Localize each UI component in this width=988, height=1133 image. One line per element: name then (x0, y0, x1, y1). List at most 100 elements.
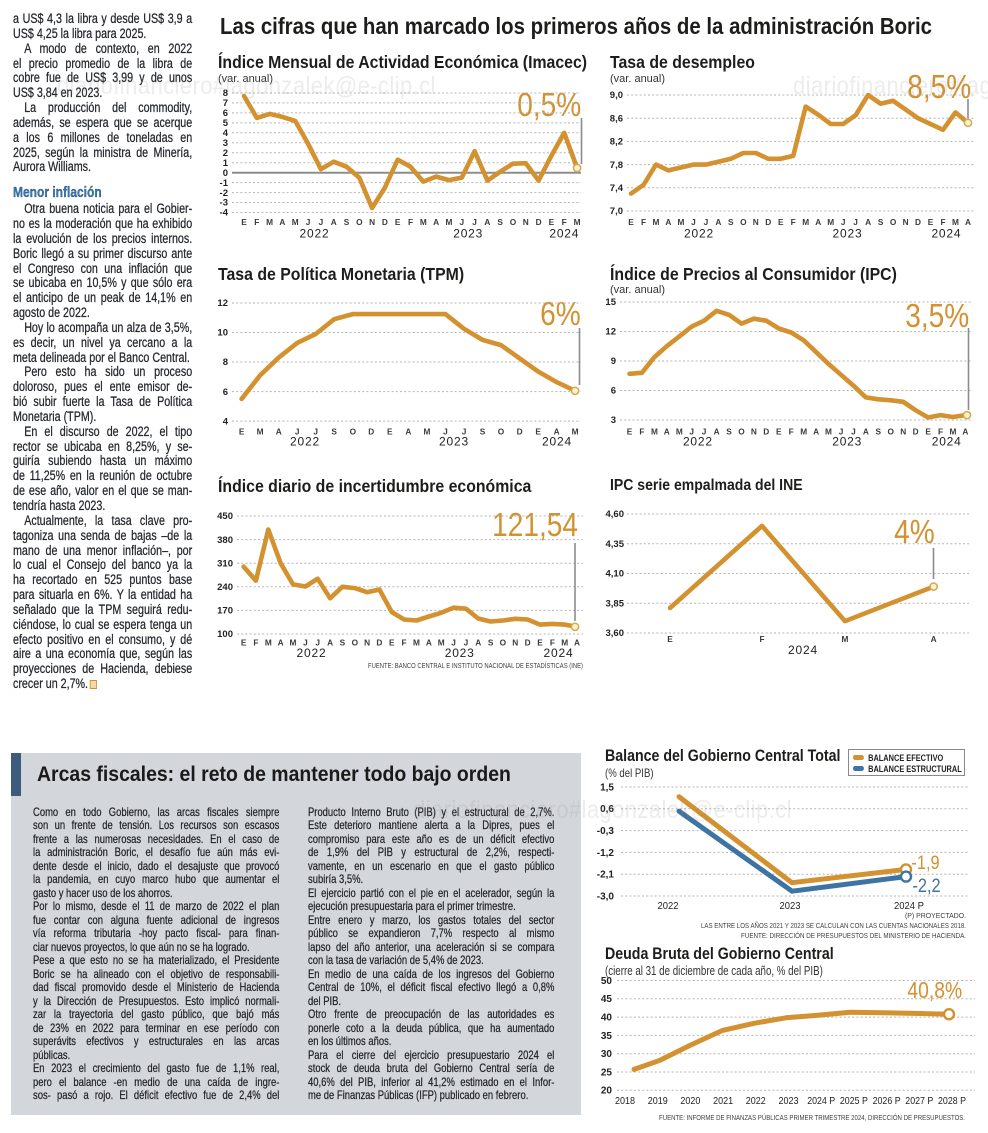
svg-text:-0,3: -0,3 (597, 826, 615, 837)
svg-text:8,6: 8,6 (610, 113, 623, 124)
svg-text:E: E (389, 638, 395, 648)
svg-text:A: A (433, 217, 439, 227)
svg-text:-3: -3 (220, 198, 228, 209)
svg-text:D: D (913, 427, 919, 437)
svg-text:S: S (480, 427, 486, 437)
svg-text:2023: 2023 (445, 646, 475, 660)
svg-text:8: 8 (223, 357, 228, 368)
svg-text:M: M (574, 217, 581, 227)
svg-text:E: E (778, 217, 784, 227)
svg-text:S: S (728, 217, 734, 227)
svg-text:D: D (368, 427, 374, 437)
svg-text:5: 5 (223, 118, 229, 129)
svg-text:O: O (352, 638, 359, 648)
svg-text:45: 45 (601, 994, 613, 1005)
svg-text:6: 6 (223, 387, 228, 398)
svg-text:3: 3 (223, 138, 228, 149)
svg-text:D: D (915, 217, 921, 227)
svg-text:FUENTE: DIRECCIÓN DE PRESUPUES: FUENTE: DIRECCIÓN DE PRESUPUESTOS DEL MI… (741, 931, 966, 940)
svg-text:A: A (484, 217, 490, 227)
svg-text:J: J (851, 427, 856, 437)
svg-text:M: M (949, 427, 956, 437)
svg-text:2024 P: 2024 P (894, 900, 924, 912)
svg-text:F: F (940, 217, 945, 227)
svg-text:450: 450 (217, 511, 233, 522)
svg-text:D: D (765, 217, 771, 227)
svg-text:J: J (313, 427, 318, 437)
svg-text:4,35: 4,35 (606, 539, 625, 550)
svg-text:2022: 2022 (684, 227, 714, 241)
svg-text:2024: 2024 (542, 435, 572, 449)
svg-text:2023: 2023 (780, 900, 801, 912)
svg-text:F: F (408, 217, 413, 227)
svg-text:E: E (928, 217, 934, 227)
svg-text:A: A (554, 427, 560, 437)
svg-text:A: A (327, 638, 333, 648)
svg-text:9: 9 (611, 356, 616, 367)
svg-text:2023: 2023 (779, 1095, 799, 1107)
svg-text:D: D (525, 638, 531, 648)
svg-text:M: M (292, 217, 299, 227)
svg-text:0,6: 0,6 (600, 804, 614, 815)
svg-text:M: M (265, 638, 272, 648)
svg-text:F: F (641, 217, 646, 227)
svg-text:F: F (562, 217, 567, 227)
svg-text:240: 240 (217, 582, 233, 593)
svg-text:F: F (938, 427, 943, 437)
svg-text:F: F (791, 217, 796, 227)
svg-text:1,5: 1,5 (600, 782, 614, 793)
svg-text:S: S (488, 638, 494, 648)
svg-text:O: O (890, 217, 897, 227)
svg-text:E: E (628, 217, 634, 227)
svg-text:J: J (306, 217, 311, 227)
svg-text:E: E (395, 217, 401, 227)
svg-text:25: 25 (601, 1067, 613, 1078)
svg-text:M: M (800, 427, 807, 437)
svg-text:J: J (451, 638, 456, 648)
svg-text:2023: 2023 (453, 227, 483, 241)
svg-text:M: M (952, 217, 959, 227)
svg-text:D: D (376, 638, 382, 648)
svg-text:A: A (962, 427, 968, 437)
svg-text:-1: -1 (220, 178, 229, 189)
svg-text:A: A (965, 217, 971, 227)
svg-text:N: N (369, 217, 375, 227)
svg-text:S: S (878, 217, 884, 227)
svg-text:6: 6 (611, 386, 616, 397)
svg-text:E: E (239, 427, 245, 437)
svg-text:J: J (464, 638, 469, 648)
svg-text:E: E (241, 638, 247, 648)
svg-text:2024: 2024 (549, 227, 579, 241)
svg-text:J: J (315, 638, 320, 648)
svg-text:A: A (276, 427, 282, 437)
svg-text:N: N (512, 638, 518, 648)
svg-text:12: 12 (217, 298, 228, 309)
svg-text:2024: 2024 (544, 646, 574, 660)
svg-text:6: 6 (223, 108, 228, 119)
svg-text:O: O (738, 427, 745, 437)
svg-text:O: O (500, 638, 507, 648)
svg-text:2024: 2024 (932, 435, 962, 449)
svg-text:M: M (266, 217, 273, 227)
svg-text:7: 7 (223, 98, 228, 109)
svg-text:M: M (290, 638, 297, 648)
svg-text:F: F (402, 638, 407, 648)
svg-text:2027 P: 2027 P (905, 1095, 933, 1107)
svg-text:E: E (667, 634, 673, 644)
svg-text:-1,2: -1,2 (597, 848, 615, 859)
svg-text:E: E (537, 638, 543, 648)
svg-text:E: E (549, 217, 555, 227)
svg-text:M: M (561, 638, 568, 648)
svg-text:A: A (714, 427, 720, 437)
svg-text:S: S (344, 217, 350, 227)
svg-text:F: F (789, 427, 794, 437)
svg-text:(P) PROYECTADO.: (P) PROYECTADO. (905, 911, 966, 920)
svg-text:S: S (340, 638, 346, 648)
svg-text:M: M (446, 217, 453, 227)
svg-text:M: M (653, 217, 660, 227)
svg-text:M: M (438, 638, 445, 648)
svg-text:E: E (627, 427, 633, 437)
svg-text:O: O (740, 217, 747, 227)
svg-text:170: 170 (217, 606, 233, 617)
svg-text:O: O (350, 427, 357, 437)
